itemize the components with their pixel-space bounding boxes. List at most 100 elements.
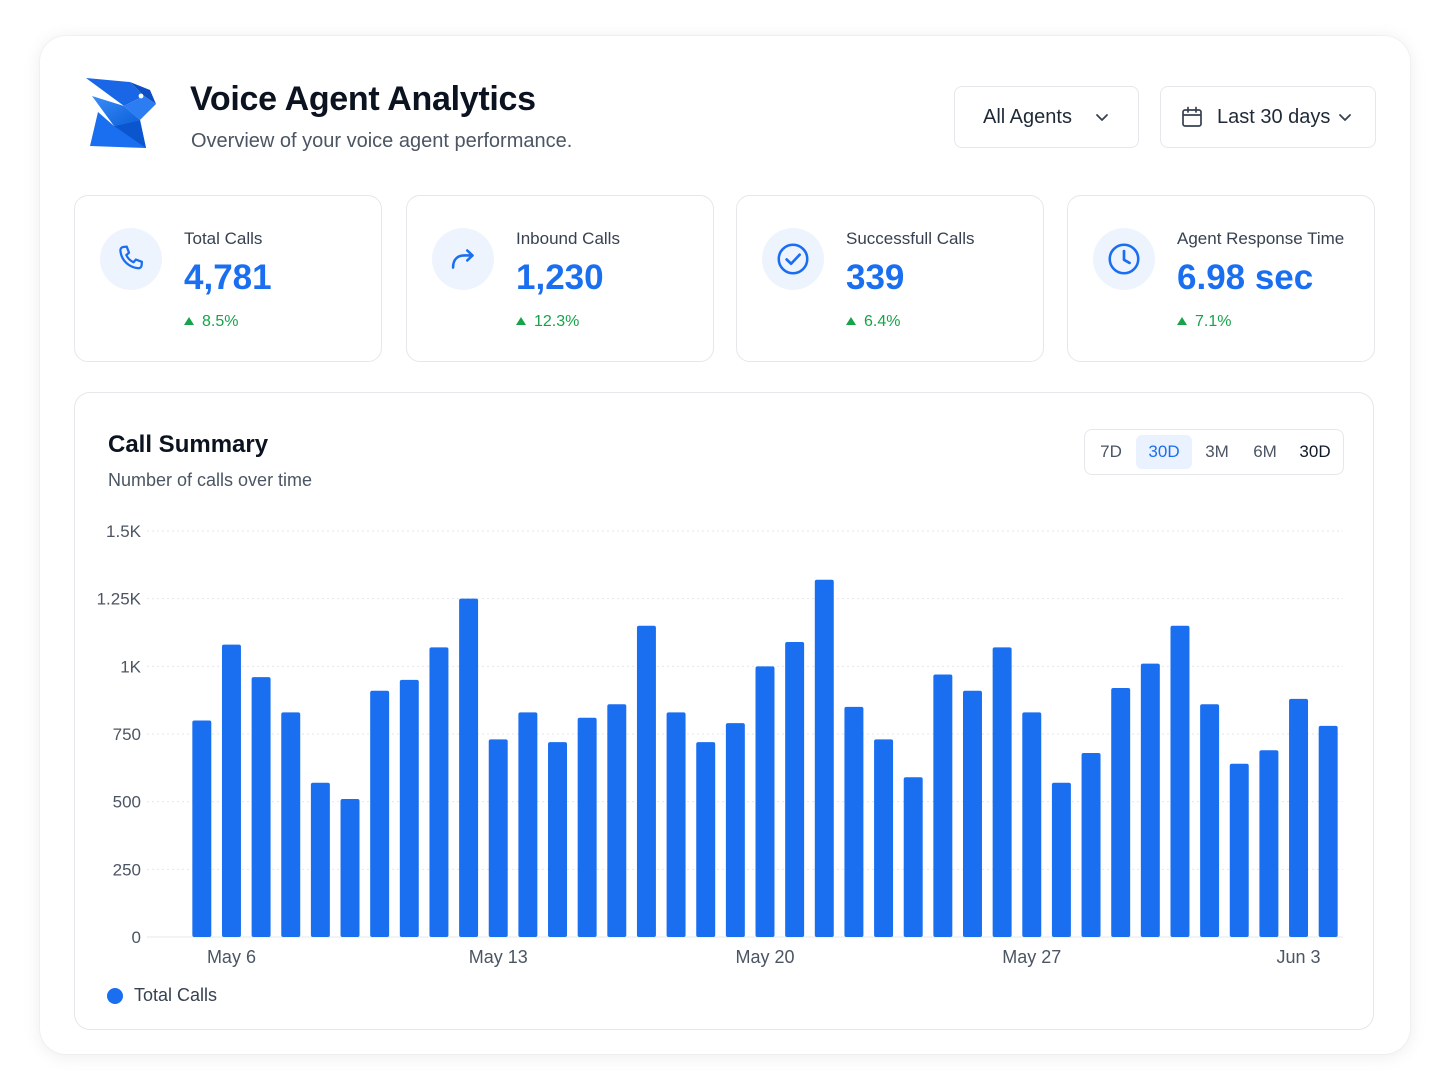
legend-swatch — [107, 987, 123, 1004]
agents-dropdown[interactable]: All Agents — [954, 86, 1139, 148]
chart-legend: Total Calls — [107, 985, 217, 1006]
stat-card-response-time: Agent Response Time 6.98 sec 7.1% — [1067, 195, 1375, 362]
stat-label: Successfull Calls — [846, 229, 975, 248]
stat-value: 6.98 sec — [1177, 258, 1314, 297]
y-tick-label: 500 — [113, 793, 141, 812]
y-tick-label: 1.5K — [106, 522, 142, 541]
chart-bar[interactable] — [1229, 763, 1249, 937]
chart-bar[interactable] — [963, 690, 982, 937]
x-tick-label: Jun 3 — [1277, 947, 1321, 967]
chart-bar[interactable] — [1022, 712, 1042, 937]
trend-up-icon — [184, 317, 194, 325]
chart-bar[interactable] — [933, 674, 953, 937]
chart-bar[interactable] — [814, 579, 834, 937]
clock-icon — [1093, 228, 1155, 290]
chart-bar[interactable] — [1200, 704, 1220, 937]
chart-bar[interactable] — [666, 712, 686, 937]
stat-delta-value: 7.1% — [1195, 313, 1232, 330]
chart-bar[interactable] — [340, 798, 360, 937]
phone-icon — [100, 228, 162, 290]
period-6m[interactable]: 6M — [1253, 442, 1277, 461]
chart-bar[interactable] — [785, 641, 805, 937]
y-tick-label: 1K — [120, 657, 141, 676]
chart-bar[interactable] — [1140, 663, 1160, 937]
chart-bar[interactable] — [725, 723, 745, 937]
call-summary-card: Call Summary Number of calls over time 7… — [74, 392, 1374, 1030]
chart-bar[interactable] — [459, 598, 479, 937]
chart-bar[interactable] — [518, 712, 538, 937]
calendar-icon — [1182, 106, 1202, 127]
stat-delta-value: 8.5% — [202, 313, 239, 330]
y-tick-label: 750 — [113, 725, 141, 744]
chart-bar[interactable] — [488, 739, 508, 937]
chart-bar[interactable] — [251, 677, 271, 937]
stat-delta-value: 12.3% — [534, 313, 580, 330]
chart-bar[interactable] — [903, 777, 923, 937]
chart-bar[interactable] — [696, 742, 716, 937]
x-tick-label: May 20 — [735, 947, 794, 967]
chart-bar[interactable] — [310, 782, 330, 937]
stat-delta: 6.4% — [846, 313, 900, 331]
chart-bar[interactable] — [992, 647, 1012, 937]
chart-title: Call Summary — [108, 431, 269, 458]
forward-arrow-icon — [432, 228, 494, 290]
chart-bar[interactable] — [1111, 687, 1131, 937]
stat-card-inbound-calls: Inbound Calls 1,230 12.3% — [406, 195, 714, 362]
chart-bar[interactable] — [370, 690, 390, 937]
stat-card-total-calls: Total Calls 4,781 8.5% — [74, 195, 382, 362]
agents-dropdown-label: All Agents — [983, 105, 1072, 128]
trend-up-icon — [846, 317, 856, 325]
date-range-label: Last 30 days — [1217, 105, 1331, 128]
chart-bar[interactable] — [1051, 782, 1071, 937]
period-30d-alt[interactable]: 30D — [1299, 442, 1331, 461]
chart-bar[interactable] — [429, 647, 449, 937]
stat-delta: 7.1% — [1177, 313, 1231, 331]
check-circle-icon — [762, 228, 824, 290]
chart-bar[interactable] — [577, 717, 597, 937]
period-30d[interactable]: 30D — [1136, 435, 1192, 469]
stat-value: 4,781 — [184, 258, 272, 297]
chart-subtitle: Number of calls over time — [108, 470, 313, 490]
stat-delta: 8.5% — [184, 313, 238, 331]
x-tick-label: May 6 — [207, 947, 256, 967]
chart-bar[interactable] — [1289, 698, 1309, 937]
chart-bar[interactable] — [1259, 750, 1279, 937]
trend-up-icon — [1177, 317, 1187, 325]
stat-value: 339 — [846, 258, 905, 297]
chart-bar[interactable] — [1318, 725, 1338, 937]
stat-delta: 12.3% — [516, 313, 579, 331]
chart-bar[interactable] — [1170, 625, 1190, 937]
chart-bar[interactable] — [548, 742, 567, 937]
call-summary-chart: 0 250 500 750 1K 1.25K 1.5K May 6 May 13 May 20 Ma… — [97, 522, 1343, 967]
page-subtitle: Overview of your voice agent performance… — [191, 130, 573, 152]
period-3m[interactable]: 3M — [1205, 442, 1229, 461]
stat-label: Total Calls — [184, 229, 263, 248]
trend-up-icon — [516, 317, 526, 325]
stat-card-successful-calls: Successfull Calls 339 6.4% — [736, 195, 1044, 362]
period-7d[interactable]: 7D — [1100, 442, 1122, 461]
stat-delta-value: 6.4% — [864, 313, 901, 330]
date-range-dropdown[interactable]: Last 30 days — [1160, 86, 1376, 148]
legend-label: Total Calls — [134, 985, 218, 1005]
chart-bar[interactable] — [844, 706, 864, 937]
x-tick-label: May 13 — [469, 947, 528, 967]
chart-bar[interactable] — [192, 720, 212, 937]
stat-label: Agent Response Time — [1177, 229, 1345, 248]
stat-value: 1,230 — [516, 258, 604, 297]
period-selector: 7D 30D 3M 6M 30D — [1084, 429, 1344, 475]
chevron-down-icon — [1096, 114, 1108, 121]
y-tick-label: 1.25K — [97, 590, 142, 609]
chart-bar[interactable] — [636, 625, 656, 937]
bird-logo-icon — [86, 78, 156, 148]
chart-bar[interactable] — [221, 644, 241, 937]
chart-bar[interactable] — [874, 739, 894, 937]
y-tick-label: 250 — [113, 860, 141, 879]
chart-bar[interactable] — [755, 666, 775, 937]
y-tick-label: 0 — [132, 928, 141, 947]
chart-bar[interactable] — [1081, 752, 1101, 937]
chart-bar[interactable] — [281, 712, 301, 937]
stat-label: Inbound Calls — [516, 229, 620, 248]
x-tick-label: May 27 — [1002, 947, 1061, 967]
chart-bar[interactable] — [399, 679, 419, 937]
chart-bar[interactable] — [607, 704, 627, 937]
